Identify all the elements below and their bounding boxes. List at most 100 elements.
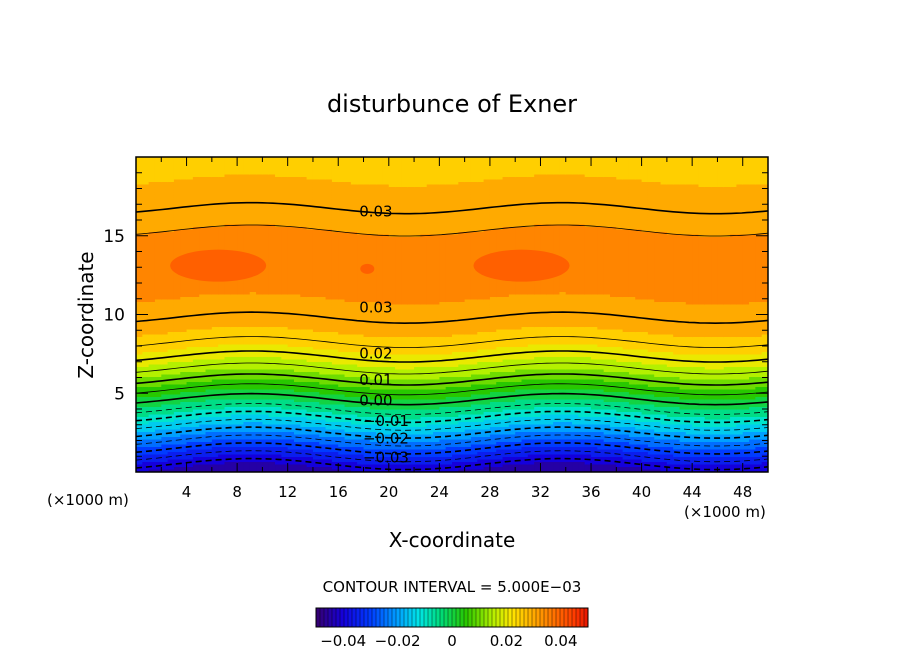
color-band-cell	[205, 389, 213, 393]
color-band-cell	[268, 227, 276, 231]
color-band-cell	[319, 159, 327, 163]
color-band-cell	[262, 227, 270, 231]
color-band-cell	[344, 327, 352, 331]
color-band-cell	[338, 242, 346, 246]
color-band-cell	[287, 247, 295, 251]
color-band-cell	[350, 317, 358, 321]
color-band-cell	[363, 202, 371, 206]
color-band-cell	[262, 384, 270, 388]
color-band-cell	[306, 329, 314, 333]
color-band-cell	[161, 319, 169, 323]
color-band-cell	[218, 357, 226, 361]
color-band-cell	[230, 467, 238, 471]
color-band-cell	[338, 262, 346, 266]
color-band-cell	[136, 192, 143, 196]
color-band-cell	[186, 229, 194, 233]
color-band-cell	[369, 332, 377, 336]
color-band-cell	[136, 284, 143, 288]
color-band-cell	[142, 309, 150, 313]
color-band-cell	[281, 292, 289, 296]
color-band-cell	[243, 289, 251, 293]
color-band-cell	[268, 292, 276, 296]
color-band-cell	[376, 262, 384, 266]
color-band-cell	[363, 254, 371, 258]
color-band-cell	[249, 459, 257, 463]
color-band-cell	[218, 467, 226, 471]
color-band-cell	[211, 284, 219, 288]
color-band-cell	[211, 449, 219, 453]
color-band-cell	[376, 189, 384, 193]
color-band-cell	[306, 242, 314, 246]
color-band-cell	[268, 427, 276, 431]
color-band-cell	[369, 272, 377, 276]
color-band-cell	[224, 444, 232, 448]
color-band-cell	[325, 312, 333, 316]
color-band-cell	[136, 399, 143, 403]
color-band-cell	[376, 272, 384, 276]
color-band-cell	[256, 172, 263, 176]
color-band-cell	[369, 464, 377, 468]
color-band-cell	[325, 347, 333, 351]
color-band-cell	[186, 424, 194, 428]
color-band-cell	[180, 342, 188, 346]
color-band-cell	[344, 289, 352, 293]
color-band-cell	[369, 384, 377, 388]
color-band-cell	[180, 402, 188, 406]
color-band-cell	[262, 247, 270, 251]
color-band-cell	[186, 182, 194, 186]
color-band-cell	[180, 297, 188, 301]
color-band-cell	[319, 224, 327, 228]
color-band-cell	[357, 469, 365, 472]
color-band-cell	[243, 197, 251, 201]
color-band-cell	[218, 377, 226, 381]
color-band-cell	[249, 352, 257, 356]
color-band-cell	[325, 342, 333, 346]
color-band-cell	[161, 382, 169, 386]
color-band-cell	[148, 429, 156, 433]
color-band-cell	[180, 277, 188, 281]
color-band-cell	[249, 212, 257, 216]
color-band-cell	[256, 182, 263, 186]
color-band-cell	[199, 172, 207, 176]
color-band-cell	[294, 197, 301, 201]
color-band-cell	[186, 209, 194, 213]
color-band-cell	[369, 212, 377, 216]
color-band-cell	[376, 339, 384, 343]
color-band-cell	[256, 467, 263, 471]
color-band-cell	[376, 337, 384, 341]
color-band-cell	[237, 459, 245, 463]
color-band-cell	[256, 284, 263, 288]
color-band-cell	[369, 204, 377, 208]
color-band-cell	[173, 317, 181, 321]
color-band-cell	[161, 264, 169, 268]
color-band-cell	[148, 312, 156, 316]
color-band-cell	[186, 392, 194, 396]
color-band-cell	[142, 207, 150, 211]
color-band-cell	[173, 229, 181, 233]
color-band-cell	[294, 202, 301, 206]
color-band-cell	[382, 177, 390, 181]
color-band-cell	[136, 267, 143, 271]
color-band-cell	[325, 297, 333, 301]
color-band-cell	[211, 467, 219, 471]
color-band-cell	[180, 452, 188, 456]
color-band-cell	[142, 189, 150, 193]
color-band-cell	[275, 372, 282, 376]
color-band-cell	[192, 307, 200, 311]
color-band-cell	[357, 184, 365, 188]
color-band-cell	[218, 172, 226, 176]
color-band-cell	[325, 304, 333, 308]
color-band-cell	[376, 244, 384, 248]
color-band-cell	[350, 242, 358, 246]
color-band-cell	[262, 199, 270, 203]
color-band-cell	[186, 237, 194, 241]
color-band-cell	[154, 284, 162, 288]
color-band-cell	[369, 244, 377, 248]
color-band-cell	[256, 237, 263, 241]
color-band-cell	[230, 354, 238, 358]
color-band-cell	[376, 284, 384, 288]
color-band-cell	[218, 469, 226, 472]
color-band-cell	[363, 364, 371, 368]
color-band-cell	[357, 272, 365, 276]
color-band-cell	[376, 187, 384, 191]
